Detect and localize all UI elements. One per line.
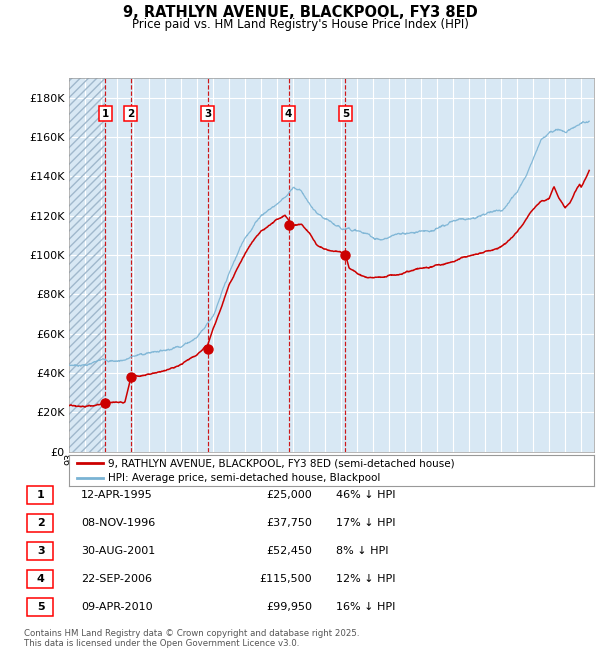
Text: 17% ↓ HPI: 17% ↓ HPI xyxy=(336,518,395,528)
Text: £115,500: £115,500 xyxy=(259,574,312,584)
Text: 5: 5 xyxy=(37,602,44,612)
Text: 4: 4 xyxy=(285,109,292,118)
Text: 08-NOV-1996: 08-NOV-1996 xyxy=(81,518,155,528)
Text: 09-APR-2010: 09-APR-2010 xyxy=(81,602,152,612)
Text: 22-SEP-2006: 22-SEP-2006 xyxy=(81,574,152,584)
Text: £99,950: £99,950 xyxy=(266,602,312,612)
Text: Price paid vs. HM Land Registry's House Price Index (HPI): Price paid vs. HM Land Registry's House … xyxy=(131,18,469,31)
Text: 1: 1 xyxy=(102,109,109,118)
Text: 9, RATHLYN AVENUE, BLACKPOOL, FY3 8ED: 9, RATHLYN AVENUE, BLACKPOOL, FY3 8ED xyxy=(122,5,478,20)
Text: 12-APR-1995: 12-APR-1995 xyxy=(81,490,153,501)
Text: Contains HM Land Registry data © Crown copyright and database right 2025.
This d: Contains HM Land Registry data © Crown c… xyxy=(24,629,359,648)
Text: £52,450: £52,450 xyxy=(266,546,312,556)
Text: 2: 2 xyxy=(127,109,134,118)
Text: 5: 5 xyxy=(342,109,349,118)
Text: 8% ↓ HPI: 8% ↓ HPI xyxy=(336,546,389,556)
Text: 4: 4 xyxy=(37,574,45,584)
Text: 46% ↓ HPI: 46% ↓ HPI xyxy=(336,490,395,501)
Text: 12% ↓ HPI: 12% ↓ HPI xyxy=(336,574,395,584)
Text: 3: 3 xyxy=(204,109,211,118)
Bar xyxy=(69,78,106,452)
Text: 16% ↓ HPI: 16% ↓ HPI xyxy=(336,602,395,612)
Text: 30-AUG-2001: 30-AUG-2001 xyxy=(81,546,155,556)
Text: £37,750: £37,750 xyxy=(266,518,312,528)
Text: HPI: Average price, semi-detached house, Blackpool: HPI: Average price, semi-detached house,… xyxy=(109,473,381,483)
Text: 2: 2 xyxy=(37,518,44,528)
Text: £25,000: £25,000 xyxy=(266,490,312,501)
Text: 1: 1 xyxy=(37,490,44,501)
Text: 9, RATHLYN AVENUE, BLACKPOOL, FY3 8ED (semi-detached house): 9, RATHLYN AVENUE, BLACKPOOL, FY3 8ED (s… xyxy=(109,458,455,469)
Text: 3: 3 xyxy=(37,546,44,556)
